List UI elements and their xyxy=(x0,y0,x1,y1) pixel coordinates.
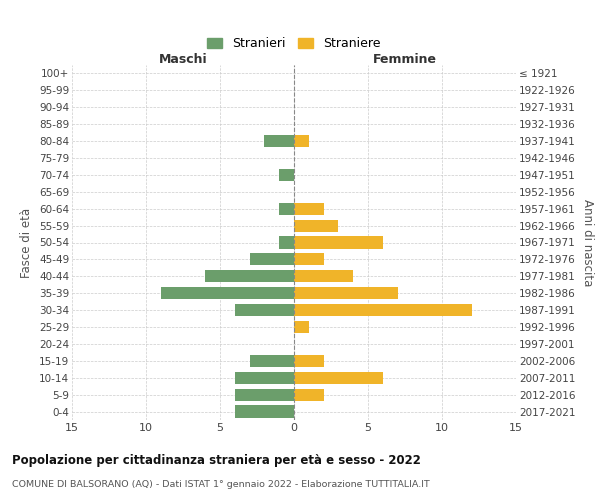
Bar xyxy=(235,372,294,384)
Bar xyxy=(265,135,294,147)
Bar xyxy=(205,270,294,282)
Bar xyxy=(294,236,383,248)
Bar xyxy=(279,202,294,215)
Bar xyxy=(161,287,294,300)
Bar xyxy=(294,202,323,215)
Text: Femmine: Femmine xyxy=(373,53,437,66)
Bar xyxy=(294,220,338,232)
Bar xyxy=(294,321,309,333)
Text: COMUNE DI BALSORANO (AQ) - Dati ISTAT 1° gennaio 2022 - Elaborazione TUTTITALIA.: COMUNE DI BALSORANO (AQ) - Dati ISTAT 1°… xyxy=(12,480,430,489)
Bar xyxy=(294,372,383,384)
Y-axis label: Fasce di età: Fasce di età xyxy=(20,208,34,278)
Bar xyxy=(235,388,294,400)
Bar xyxy=(235,304,294,316)
Bar xyxy=(250,254,294,266)
Bar xyxy=(279,236,294,248)
Bar xyxy=(294,287,398,300)
Y-axis label: Anni di nascita: Anni di nascita xyxy=(581,199,594,286)
Bar xyxy=(294,135,309,147)
Bar xyxy=(235,406,294,417)
Bar xyxy=(250,354,294,367)
Text: Maschi: Maschi xyxy=(158,53,208,66)
Bar xyxy=(294,304,472,316)
Bar xyxy=(279,169,294,181)
Text: Popolazione per cittadinanza straniera per età e sesso - 2022: Popolazione per cittadinanza straniera p… xyxy=(12,454,421,467)
Bar xyxy=(294,270,353,282)
Bar xyxy=(294,254,323,266)
Legend: Stranieri, Straniere: Stranieri, Straniere xyxy=(202,32,386,55)
Bar xyxy=(294,354,323,367)
Bar xyxy=(294,388,323,400)
